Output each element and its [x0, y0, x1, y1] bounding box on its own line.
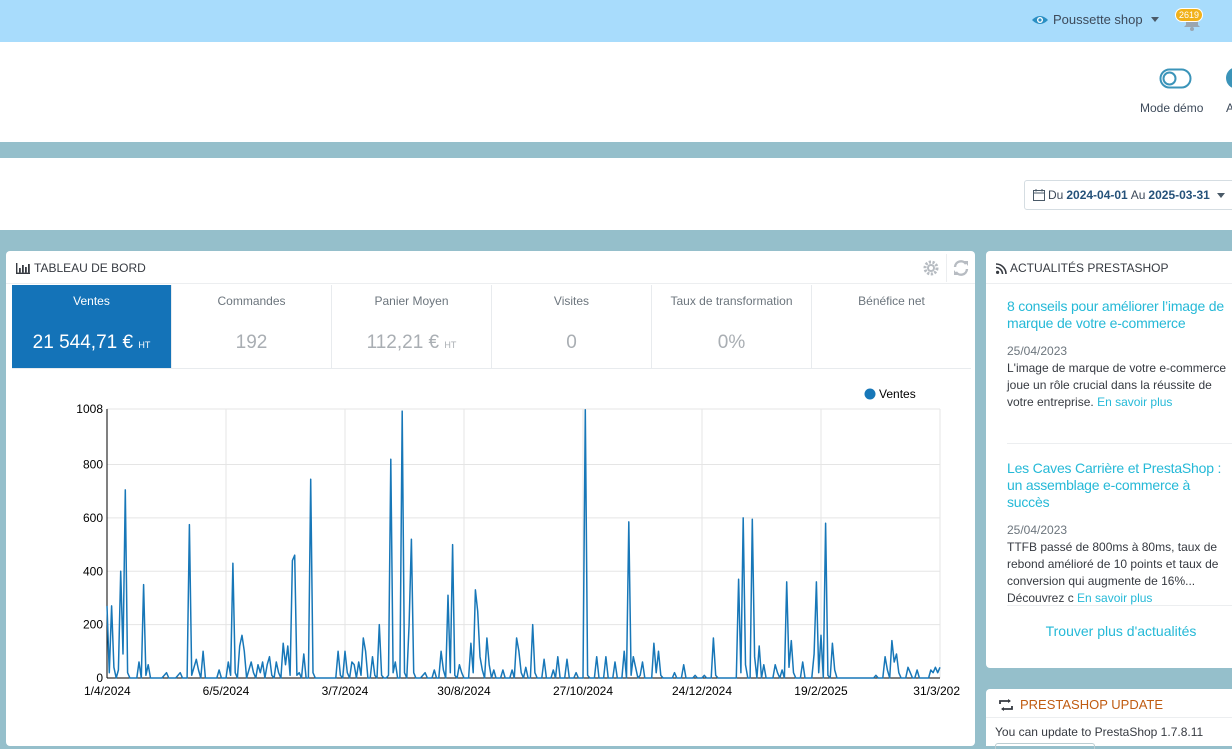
refresh-icon[interactable]: [952, 259, 970, 277]
demo-mode-label: Mode démo: [1140, 101, 1204, 115]
kpi-label: Visites: [553, 294, 590, 308]
calendar-icon: [1033, 189, 1045, 201]
y-tick-label: 0: [96, 671, 103, 685]
x-tick-label: 3/7/2024: [322, 684, 369, 698]
legend-marker-ventes: [864, 388, 876, 400]
x-tick-label: 31/3/202: [913, 684, 960, 698]
kpi-label: Commandes: [217, 294, 286, 308]
kpi-visits[interactable]: Visites 0: [492, 285, 652, 369]
header-action-label: A: [1226, 101, 1232, 115]
separator-strip: [0, 142, 1232, 158]
sales-chart: 1008 800 600 400 200 01/4/2024 6/5/2024 3/7/202…: [76, 387, 960, 698]
icon-divider: [946, 254, 947, 282]
update-text: You can update to PrestaShop 1.7.8.11: [995, 725, 1204, 739]
read-more-link[interactable]: En savoir plus: [1077, 591, 1153, 605]
notification-badge: 2619: [1175, 8, 1204, 22]
sync-icon: [999, 698, 1013, 711]
x-tick-label: 27/10/2024: [553, 684, 613, 698]
news-item-title[interactable]: 8 conseils pour améliorer l’image de mar…: [1007, 298, 1224, 331]
kpi-orders[interactable]: Commandes 192: [172, 285, 332, 369]
news-item-text: TTFB passé de 800ms à 80ms, taux de rebo…: [1007, 540, 1219, 605]
y-tick-label: 1008: [76, 402, 103, 416]
update-title: PRESTASHOP UPDATE: [998, 697, 1163, 712]
date-from-label: Du: [1048, 188, 1064, 202]
read-more-link[interactable]: En savoir plus: [1097, 395, 1173, 409]
demo-mode-toggle[interactable]: [1159, 68, 1192, 89]
panel-divider: [986, 717, 1232, 718]
news-item-title[interactable]: Les Caves Carrière et PrestaShop : un as…: [1007, 460, 1222, 510]
news-item-date: 25/04/2023: [1007, 344, 1068, 358]
kpi-value: 0: [566, 332, 577, 353]
kpi-label: Bénéfice net: [858, 294, 925, 308]
news-title: ACTUALITÉS PRESTASHOP: [996, 261, 1168, 275]
header-action-icon[interactable]: [1226, 67, 1232, 89]
news-separator: [1007, 443, 1232, 444]
news-panel: ACTUALITÉS PRESTASHOP 8 conseils pour am…: [986, 251, 1232, 668]
dashboard-panel: TABLEAU DE BORD Ventes 21 544,71 € HT Co…: [6, 251, 975, 746]
kpi-label: Ventes: [73, 294, 110, 308]
date-to-label: Au: [1130, 188, 1146, 202]
news-title-text: ACTUALITÉS PRESTASHOP: [1010, 261, 1169, 275]
date-range-picker[interactable]: Du 2024-04-01 Au 2025-03-31: [1024, 180, 1232, 210]
panel-divider: [986, 283, 1232, 284]
kpi-value: 21 544,71 € HT: [32, 332, 151, 353]
dashboard-title: TABLEAU DE BORD: [16, 261, 146, 275]
kpi-value: 192: [235, 332, 268, 353]
x-tick-label: 24/12/2024: [672, 684, 732, 698]
chevron-down-icon: [1150, 17, 1159, 22]
date-from: 2024-04-01: [1066, 188, 1128, 202]
news-item-text: L'image de marque de votre e-commerce jo…: [1007, 361, 1227, 409]
news-item-date: 25/04/2023: [1007, 523, 1068, 537]
series-line-ventes: [106, 409, 941, 679]
kpi-conversion-rate[interactable]: Taux de transformation 0%: [652, 285, 812, 369]
top-bar: Poussette shop 2619: [0, 0, 1232, 42]
chevron-down-icon: [1216, 192, 1225, 198]
shop-name: Poussette shop: [1053, 12, 1143, 27]
x-tick-label: 19/2/2025: [794, 684, 848, 698]
date-to: 2025-03-31: [1148, 188, 1210, 202]
gear-icon[interactable]: [922, 259, 940, 277]
update-panel: PRESTASHOP UPDATE You can update to Pres…: [986, 689, 1232, 749]
kpi-row: Ventes 21 544,71 € HT Commandes 192 Pani…: [12, 285, 971, 369]
y-tick-label: 200: [83, 618, 103, 632]
update-button[interactable]: [995, 743, 1095, 749]
bar-chart-icon: [16, 262, 30, 274]
update-title-text: PRESTASHOP UPDATE: [1020, 697, 1164, 712]
kpi-value: 112,21 € HT: [366, 332, 457, 353]
kpi-value: 0%: [717, 332, 746, 353]
eye-icon: [1032, 15, 1048, 24]
x-tick-label: 6/5/2024: [203, 684, 250, 698]
y-tick-label: 400: [83, 564, 103, 578]
news-separator: [1007, 605, 1232, 606]
shop-selector[interactable]: Poussette shop: [1031, 12, 1159, 27]
legend-label-ventes: Ventes: [879, 387, 916, 401]
more-news-link[interactable]: Trouver plus d'actualités: [1045, 623, 1197, 639]
kpi-label: Panier Moyen: [374, 294, 449, 308]
kpi-label: Taux de transformation: [670, 294, 793, 308]
y-tick-label: 800: [83, 458, 103, 472]
panel-divider: [6, 283, 975, 284]
kpi-sales[interactable]: Ventes 21 544,71 € HT: [12, 285, 172, 369]
x-tick-label: 1/4/2024: [84, 684, 131, 698]
page-header: [0, 42, 1232, 142]
dashboard-title-text: TABLEAU DE BORD: [34, 261, 146, 275]
x-tick-label: 30/8/2024: [437, 684, 491, 698]
kpi-net-profit[interactable]: Bénéfice net: [812, 285, 971, 369]
y-tick-label: 600: [83, 511, 103, 525]
news-item: Les Caves Carrière et PrestaShop : un as…: [1007, 460, 1232, 607]
kpi-average-cart[interactable]: Panier Moyen 112,21 € HT: [332, 285, 492, 369]
news-item: 8 conseils pour améliorer l’image de mar…: [1007, 298, 1232, 411]
rss-icon: [996, 262, 1007, 274]
